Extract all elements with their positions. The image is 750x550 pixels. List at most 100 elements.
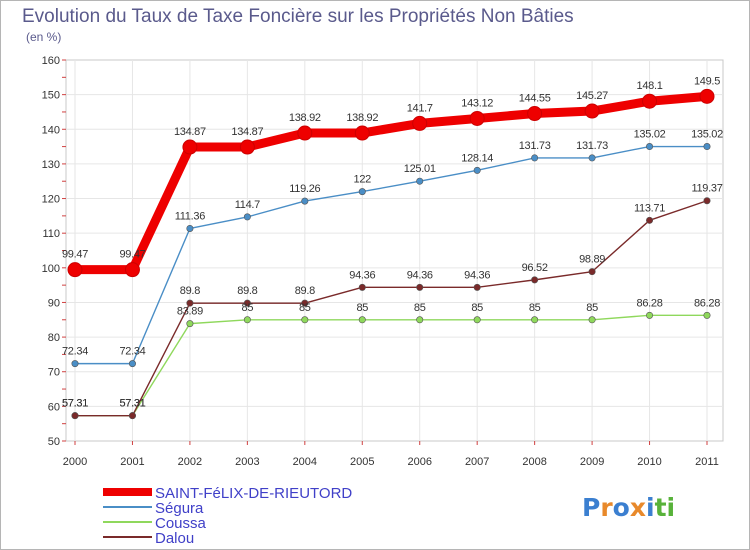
data-label: 149.5 — [694, 75, 720, 87]
series-line-coussa — [74, 314, 708, 417]
data-label: 128.14 — [461, 152, 493, 164]
x-tick-label: 2007 — [465, 456, 489, 468]
brand-logo-letter: o — [613, 493, 630, 522]
data-point-s-gura — [646, 143, 654, 151]
data-label: 89.8 — [180, 285, 200, 297]
legend-label: Coussa — [155, 515, 207, 532]
data-point-coussa — [473, 316, 481, 324]
data-point-dalou — [531, 276, 539, 284]
data-label: 138.92 — [289, 112, 321, 124]
data-point-coussa — [243, 316, 251, 324]
data-point-s-gura — [186, 224, 194, 232]
data-label: 86.28 — [694, 297, 720, 309]
data-label: 85 — [299, 302, 311, 314]
plot-area — [65, 59, 724, 442]
y-tick-label: 110 — [42, 228, 60, 240]
data-point-saint-f-lix-de-rieutord — [527, 106, 543, 122]
data-point-coussa — [531, 316, 539, 324]
data-point-dalou — [473, 283, 481, 291]
x-tick-label: 2011 — [695, 456, 719, 468]
y-tick-label: 150 — [42, 90, 60, 102]
y-tick-label: 80 — [48, 332, 60, 344]
y-tick-label: 100 — [42, 263, 60, 275]
data-point-saint-f-lix-de-rieutord — [412, 115, 428, 131]
data-label: 57.31 — [119, 398, 145, 410]
data-point-saint-f-lix-de-rieutord — [354, 125, 370, 141]
data-point-saint-f-lix-de-rieutord — [67, 262, 83, 278]
y-tick-label: 50 — [48, 436, 60, 448]
x-tick-label: 2000 — [63, 456, 87, 468]
data-label: 89.8 — [295, 285, 315, 297]
data-point-saint-f-lix-de-rieutord — [584, 103, 600, 119]
data-point-dalou — [301, 299, 309, 307]
data-point-coussa — [358, 316, 366, 324]
data-label: 85 — [414, 302, 426, 314]
data-point-saint-f-lix-de-rieutord — [124, 262, 140, 278]
x-tick-label: 2008 — [522, 456, 546, 468]
data-label: 99.47 — [119, 249, 145, 261]
y-tick-label: 90 — [48, 297, 60, 309]
y-tick-label: 130 — [42, 159, 60, 171]
data-point-saint-f-lix-de-rieutord — [297, 125, 313, 141]
data-label: 138.92 — [346, 112, 378, 124]
brand-logo: Proxiti — [582, 493, 675, 522]
chart-unit-label: (en %) — [26, 30, 61, 44]
data-label: 94.36 — [464, 269, 490, 281]
data-label: 114.7 — [235, 199, 260, 211]
legend-label: SAINT-FéLIX-DE-RIEUTORD — [155, 485, 352, 502]
data-point-s-gura — [703, 143, 711, 151]
data-label: 98.89 — [579, 254, 605, 266]
data-point-dalou — [186, 299, 194, 307]
data-point-coussa — [588, 316, 596, 324]
data-point-s-gura — [416, 177, 424, 185]
data-point-dalou — [358, 283, 366, 291]
brand-logo-letter: x — [630, 493, 646, 522]
data-label: 96.52 — [522, 262, 548, 274]
series-line-s-gura — [74, 145, 708, 365]
y-tick-label: 160 — [42, 55, 60, 67]
data-point-saint-f-lix-de-rieutord — [182, 139, 198, 155]
data-label: 125.01 — [404, 163, 436, 175]
data-label: 57.31 — [62, 398, 88, 410]
brand-logo-letter: i — [667, 493, 676, 522]
data-label: 134.87 — [174, 126, 206, 138]
data-label: 145.27 — [576, 90, 608, 102]
x-tick-label: 2003 — [235, 456, 259, 468]
axis-layer: 50 60 70 80 90 100 110 120 130 140 150 160 2000 2001 2… — [42, 55, 719, 468]
legend-label: Dalou — [155, 530, 194, 547]
x-tick-label: 2010 — [637, 456, 661, 468]
data-label: 94.36 — [407, 269, 433, 281]
data-label: 94.36 — [349, 269, 375, 281]
data-point-dalou — [71, 412, 79, 420]
data-point-coussa — [416, 316, 424, 324]
data-label: 72.34 — [119, 346, 145, 358]
data-point-dalou — [243, 299, 251, 307]
data-label: 135.02 — [691, 129, 723, 141]
data-point-dalou — [588, 268, 596, 276]
x-tick-label: 2002 — [178, 456, 202, 468]
grid-layer — [66, 60, 723, 441]
x-tick-label: 2009 — [580, 456, 604, 468]
data-point-coussa — [646, 311, 654, 319]
data-label: 57.31 — [119, 398, 145, 410]
y-tick-label: 60 — [48, 401, 60, 413]
x-tick-label: 2005 — [350, 456, 374, 468]
y-tick-label: 70 — [48, 367, 60, 379]
data-label: 113.71 — [634, 202, 665, 214]
brand-logo-letter: t — [655, 493, 667, 522]
data-label: 148.1 — [637, 80, 663, 92]
data-point-coussa — [301, 316, 309, 324]
data-label: 135.02 — [634, 129, 666, 141]
x-tick-label: 2006 — [407, 456, 431, 468]
brand-logo-letter: r — [600, 493, 613, 522]
data-point-s-gura — [588, 154, 596, 162]
data-point-dalou — [703, 197, 711, 205]
data-label: 89.8 — [237, 285, 257, 297]
brand-logo-letter: i — [646, 493, 655, 522]
data-label: 131.73 — [576, 140, 608, 152]
y-tick-label: 120 — [42, 194, 60, 206]
y-tick-label: 140 — [42, 124, 60, 136]
data-point-s-gura — [358, 188, 366, 196]
